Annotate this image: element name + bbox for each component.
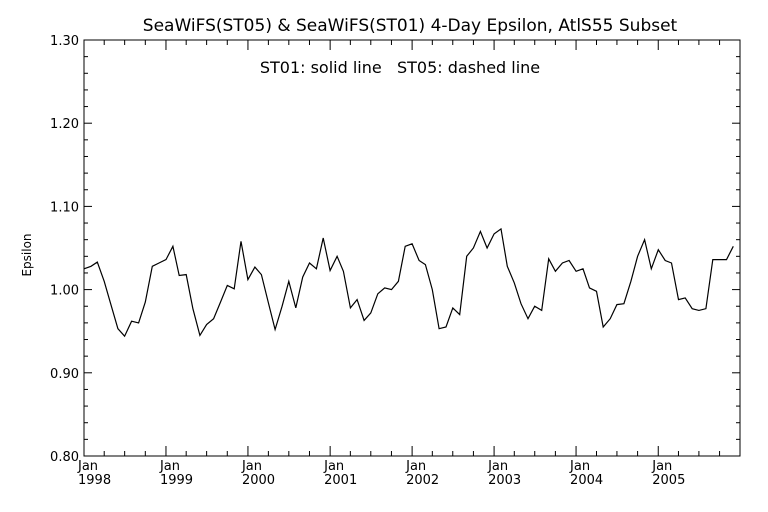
x-axis-ticks: Jan1998Jan1999Jan2000Jan2001Jan2002Jan20… (77, 40, 721, 488)
x-tick-year-label: 2002 (406, 473, 439, 488)
x-tick-year-label: 2004 (570, 473, 603, 488)
x-tick-year-label: 2003 (488, 473, 521, 488)
x-tick-month-label: Jan (159, 459, 180, 474)
y-tick-label: 1.10 (50, 200, 79, 215)
x-tick-month-label: Jan (405, 459, 426, 474)
x-tick-month-label: Jan (77, 459, 98, 474)
y-tick-label: 1.00 (50, 284, 79, 299)
y-tick-label: 1.30 (50, 34, 79, 49)
x-tick-month-label: Jan (241, 459, 262, 474)
y-axis-ticks: 0.80 0.90 1.00 1.10 1.20 1.30 (50, 34, 740, 465)
x-tick-month-label: Jan (569, 459, 590, 474)
y-tick-label: 0.90 (50, 367, 79, 382)
y-tick-label: 0.80 (50, 450, 79, 465)
y-tick-label: 1.20 (50, 117, 79, 132)
x-tick-year-label: 2000 (242, 473, 275, 488)
line-style-annotation: ST01: solid line ST05: dashed line (260, 58, 540, 77)
x-tick-month-label: Jan (487, 459, 508, 474)
st01-solid-line (83, 227, 734, 338)
x-tick-year-label: 2005 (652, 473, 685, 488)
x-tick-month-label: Jan (651, 459, 672, 474)
x-tick-month-label: Jan (323, 459, 344, 474)
y-axis-label: Epsilon (20, 233, 34, 276)
x-tick-year-label: 1999 (160, 473, 193, 488)
x-tick-year-label: 1998 (78, 473, 111, 488)
x-tick-year-label: 2001 (324, 473, 357, 488)
chart-title: SeaWiFS(ST05) & SeaWiFS(ST01) 4-Day Epsi… (143, 16, 678, 36)
